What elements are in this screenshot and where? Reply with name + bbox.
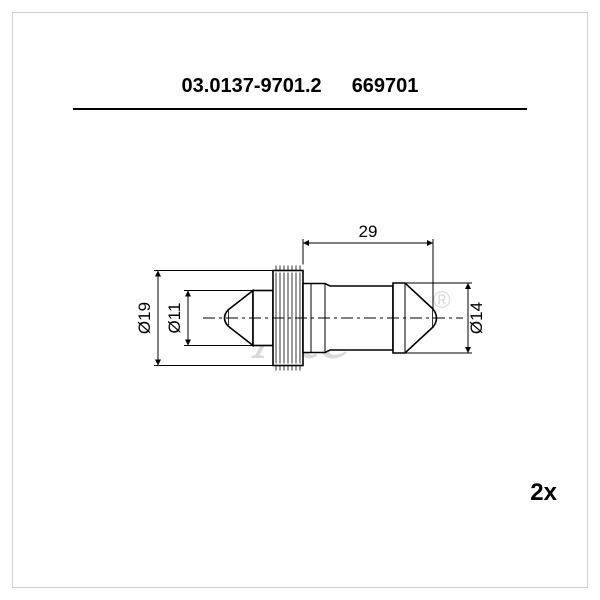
image-frame: 03.0137-9701.2 669701 Ate®29Ø19Ø11Ø14 2x — [12, 12, 588, 588]
svg-text:Ø14: Ø14 — [467, 302, 486, 334]
svg-text:29: 29 — [359, 222, 378, 241]
header-rule — [73, 108, 527, 110]
svg-text:Ø11: Ø11 — [165, 303, 184, 334]
technical-diagram: Ate®29Ø19Ø11Ø14 — [13, 163, 587, 423]
svg-text:Ø19: Ø19 — [135, 302, 154, 334]
svg-text:®: ® — [433, 287, 451, 314]
short-code: 669701 — [352, 75, 419, 98]
drawing-svg: Ate®29Ø19Ø11Ø14 — [13, 163, 589, 423]
quantity-badge: 2x — [530, 479, 557, 507]
part-number: 03.0137-9701.2 — [182, 75, 322, 98]
header: 03.0137-9701.2 669701 — [13, 75, 587, 98]
